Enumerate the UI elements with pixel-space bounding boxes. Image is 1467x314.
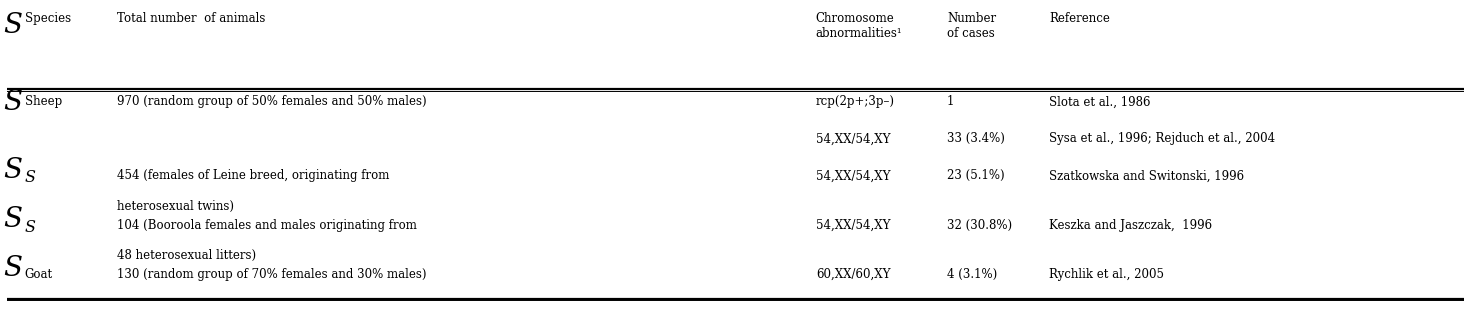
Text: 60,XX/60,XY: 60,XX/60,XY [816, 268, 890, 281]
Text: Rychlik et al., 2005: Rychlik et al., 2005 [1049, 268, 1163, 281]
Text: rcp(2p+;3p–): rcp(2p+;3p–) [816, 95, 895, 108]
Text: Species: Species [25, 12, 70, 25]
Text: Goat: Goat [25, 268, 53, 281]
Text: Keszka and Jaszczak,  1996: Keszka and Jaszczak, 1996 [1049, 219, 1212, 231]
Text: S: S [3, 157, 22, 184]
Text: S: S [3, 206, 22, 233]
Text: 33 (3.4%): 33 (3.4%) [946, 133, 1005, 145]
Text: 130 (random group of 70% females and 30% males): 130 (random group of 70% females and 30%… [116, 268, 425, 281]
Text: Szatkowska and Switonski, 1996: Szatkowska and Switonski, 1996 [1049, 169, 1244, 182]
Text: 54,XX/54,XY: 54,XX/54,XY [816, 219, 890, 231]
Text: 54,XX/54,XY: 54,XX/54,XY [816, 133, 890, 145]
Text: 32 (30.8%): 32 (30.8%) [946, 219, 1012, 231]
Text: 1: 1 [946, 95, 955, 108]
Text: S: S [25, 219, 35, 236]
Text: heterosexual twins): heterosexual twins) [116, 200, 233, 213]
Text: Reference: Reference [1049, 12, 1109, 25]
Text: S: S [3, 89, 22, 116]
Text: S: S [3, 12, 22, 39]
Text: 48 heterosexual litters): 48 heterosexual litters) [116, 249, 255, 262]
Text: S: S [25, 169, 35, 186]
Text: Total number  of animals: Total number of animals [116, 12, 266, 25]
Text: 4 (3.1%): 4 (3.1%) [946, 268, 998, 281]
Text: 454 (females of Leine breed, originating from: 454 (females of Leine breed, originating… [116, 169, 389, 182]
Text: Chromosome
abnormalities¹: Chromosome abnormalities¹ [816, 12, 902, 41]
Text: Sheep: Sheep [25, 95, 62, 108]
Text: Number
of cases: Number of cases [946, 12, 996, 41]
Text: 23 (5.1%): 23 (5.1%) [946, 169, 1005, 182]
Text: S: S [3, 256, 22, 283]
Text: Sysa et al., 1996; Rejduch et al., 2004: Sysa et al., 1996; Rejduch et al., 2004 [1049, 133, 1275, 145]
Text: 54,XX/54,XY: 54,XX/54,XY [816, 169, 890, 182]
Text: 104 (Booroola females and males originating from: 104 (Booroola females and males originat… [116, 219, 417, 231]
Text: 970 (random group of 50% females and 50% males): 970 (random group of 50% females and 50%… [116, 95, 427, 108]
Text: Slota et al., 1986: Slota et al., 1986 [1049, 95, 1150, 108]
